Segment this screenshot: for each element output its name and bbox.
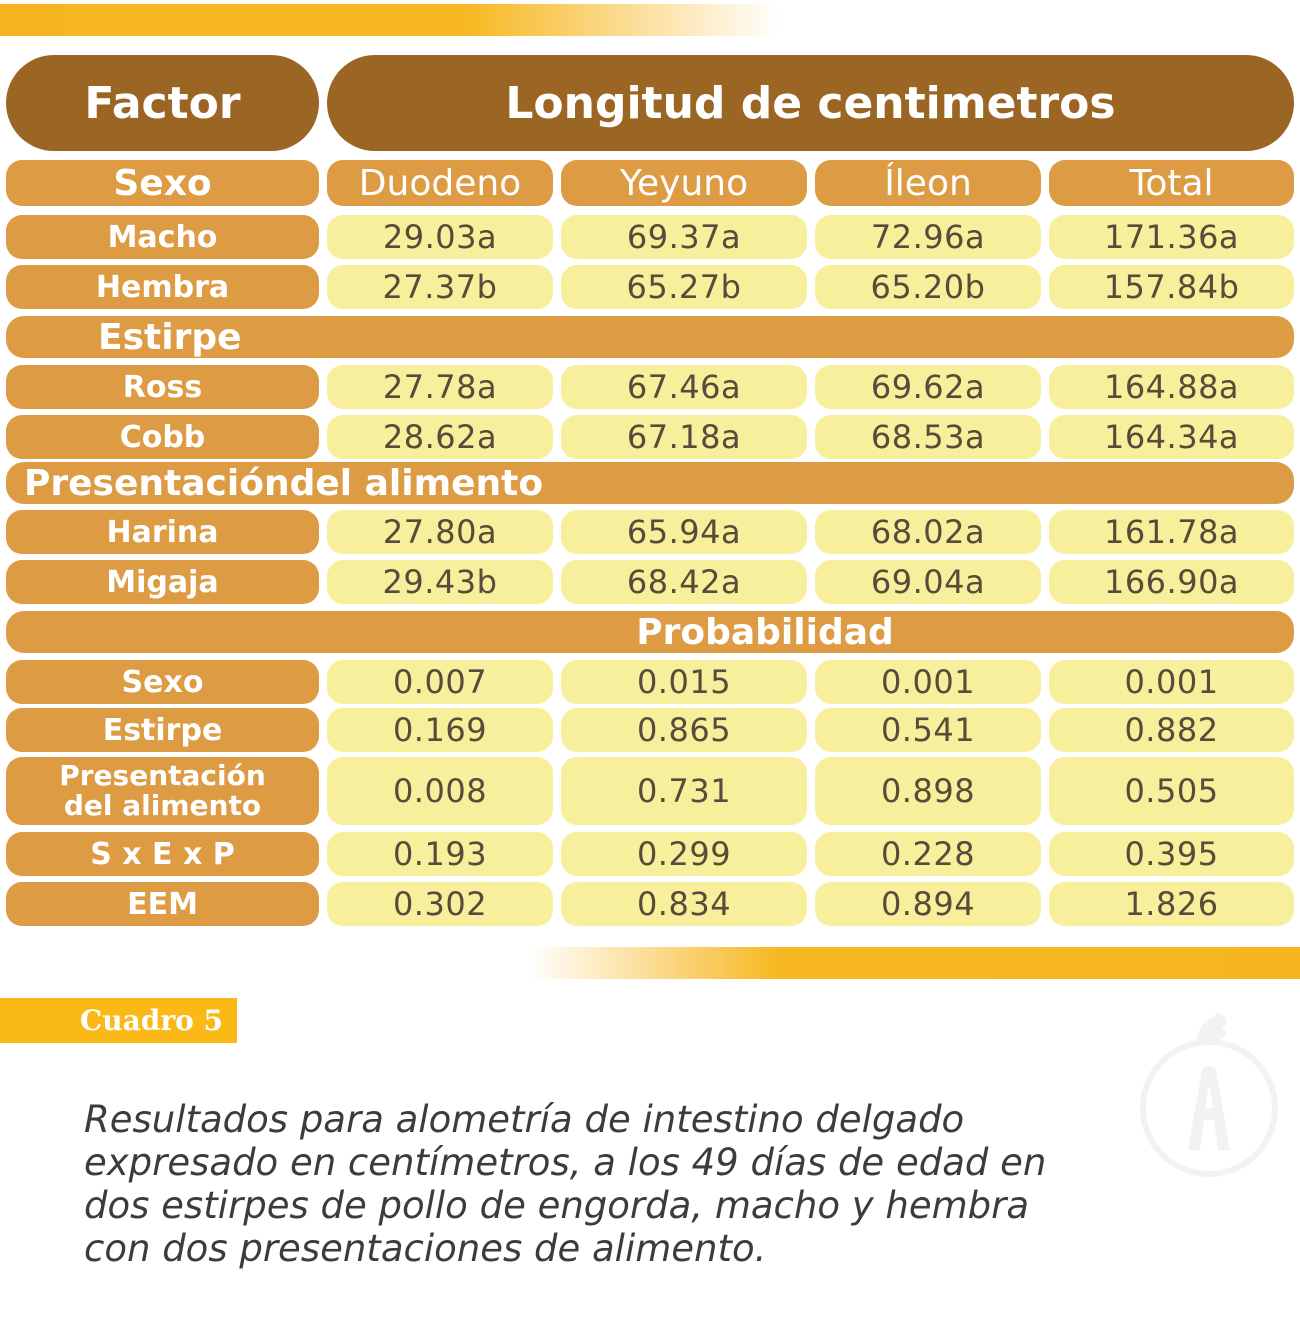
table-value: 0.731 xyxy=(561,757,807,825)
table-value: 29.03a xyxy=(327,215,553,259)
group-header: Probabilidad xyxy=(6,611,1294,653)
row-label: Sexo xyxy=(6,660,319,704)
table-value: 0.008 xyxy=(327,757,553,825)
table-value: 69.62a xyxy=(815,365,1041,409)
table-value: 164.88a xyxy=(1049,365,1294,409)
header-factor: Factor xyxy=(6,55,319,151)
row-label: Estirpe xyxy=(6,708,319,752)
table-value: 28.62a xyxy=(327,415,553,459)
column-header: Íleon xyxy=(815,160,1041,206)
table-value: 161.78a xyxy=(1049,510,1294,554)
row-label: Cobb xyxy=(6,415,319,459)
table-value: 0.228 xyxy=(815,832,1041,876)
table-value: 0.001 xyxy=(815,660,1041,704)
rooster-logo-icon xyxy=(1140,1013,1278,1177)
table-value: 67.46a xyxy=(561,365,807,409)
table-value: 157.84b xyxy=(1049,265,1294,309)
row-label: EEM xyxy=(6,882,319,926)
table-value: 0.007 xyxy=(327,660,553,704)
column-header: Yeyuno xyxy=(561,160,807,206)
row-label: S x E x P xyxy=(6,832,319,876)
table-value: 164.34a xyxy=(1049,415,1294,459)
table-value: 0.302 xyxy=(327,882,553,926)
row-label: Ross xyxy=(6,365,319,409)
table-value: 0.834 xyxy=(561,882,807,926)
row-label: Harina xyxy=(6,510,319,554)
table-value: 0.541 xyxy=(815,708,1041,752)
table-value: 171.36a xyxy=(1049,215,1294,259)
table-value: 0.193 xyxy=(327,832,553,876)
table-value: 166.90a xyxy=(1049,560,1294,604)
table-value: 0.001 xyxy=(1049,660,1294,704)
bottom-accent-bar xyxy=(530,947,1300,979)
table-value: 0.865 xyxy=(561,708,807,752)
table-value: 1.826 xyxy=(1049,882,1294,926)
row-label-line: Presentación xyxy=(59,759,266,792)
table-value: 0.015 xyxy=(561,660,807,704)
table-value: 0.898 xyxy=(815,757,1041,825)
column-header: Duodeno xyxy=(327,160,553,206)
group-label-sexo: Sexo xyxy=(6,160,319,206)
table-value: 68.42a xyxy=(561,560,807,604)
table-value: 27.37b xyxy=(327,265,553,309)
table-value: 29.43b xyxy=(327,560,553,604)
table-value: 67.18a xyxy=(561,415,807,459)
table-value: 0.894 xyxy=(815,882,1041,926)
table-value: 68.02a xyxy=(815,510,1041,554)
table-value: 0.169 xyxy=(327,708,553,752)
table-value: 0.299 xyxy=(561,832,807,876)
table-value: 27.80a xyxy=(327,510,553,554)
row-label: Macho xyxy=(6,215,319,259)
table-value: 72.96a xyxy=(815,215,1041,259)
table-value: 65.20b xyxy=(815,265,1041,309)
table-value: 69.37a xyxy=(561,215,807,259)
table-value: 0.505 xyxy=(1049,757,1294,825)
table-number-tag: Cuadro 5 xyxy=(0,998,237,1043)
table-value: 65.27b xyxy=(561,265,807,309)
table-value: 69.04a xyxy=(815,560,1041,604)
caption: Resultados para alometría de intestino d… xyxy=(84,1098,1047,1270)
table-value: 68.53a xyxy=(815,415,1041,459)
top-accent-bar xyxy=(0,4,780,36)
row-label: Presentación del alimento xyxy=(6,757,319,825)
group-header: Estirpe xyxy=(6,316,1294,358)
column-header: Total xyxy=(1049,160,1294,206)
table-value: 65.94a xyxy=(561,510,807,554)
header-longitud: Longitud de centimetros xyxy=(327,55,1294,151)
row-label: Hembra xyxy=(6,265,319,309)
table-value: 27.78a xyxy=(327,365,553,409)
row-label: Migaja xyxy=(6,560,319,604)
table-value: 0.395 xyxy=(1049,832,1294,876)
table-value: 0.882 xyxy=(1049,708,1294,752)
group-header: Presentacióndel alimento xyxy=(6,462,1294,504)
row-label-line: del alimento xyxy=(63,789,262,822)
